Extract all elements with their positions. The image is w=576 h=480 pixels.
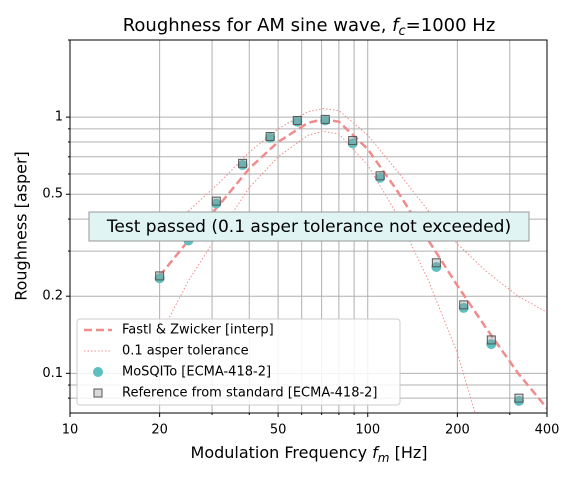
label-part: f: [372, 443, 380, 462]
plot-area: [154, 108, 547, 413]
reference-point: [486, 335, 496, 345]
axes-frame: [69, 39, 548, 414]
label-part: m: [378, 451, 390, 465]
reference-point: [375, 171, 385, 181]
legend-label: Reference from standard [ECMA-418-2]: [122, 386, 378, 401]
mosqito-point: [211, 198, 222, 209]
y-tick-label: 0.5: [42, 187, 63, 202]
title-part: c: [399, 24, 406, 39]
mosqito-point: [154, 273, 165, 284]
legend: Fastl & Zwicker [interp] 0.1 asper tolera…: [76, 318, 401, 406]
legend-handle: [93, 367, 103, 377]
legend-label: MoSQITo [ECMA-418-2]: [122, 365, 271, 380]
x-tick-label: 10: [62, 423, 79, 438]
title-part: f: [392, 15, 401, 36]
x-tick-label: 20: [151, 423, 168, 438]
reference-point: [431, 258, 441, 268]
legend-label: Fastl & Zwicker [interp]: [122, 323, 274, 338]
x-tick-label: 50: [270, 423, 287, 438]
title-part: Roughness for AM sine wave,: [123, 15, 392, 36]
x-tick-label: 400: [535, 423, 560, 438]
reference-point: [265, 132, 275, 142]
reference-point: [514, 393, 524, 403]
mosqito-point: [513, 395, 524, 406]
annotation: Test passed (0.1 asper tolerance not exc…: [106, 217, 511, 237]
legend-handle: [93, 388, 103, 398]
legend-label: 0.1 asper tolerance: [122, 344, 249, 359]
reference-point: [459, 300, 469, 310]
label-part: Modulation Frequency: [191, 443, 373, 462]
x-tick-label: 200: [445, 423, 470, 438]
y-axis-label: Roughness [asper]: [12, 151, 31, 301]
reference-point: [348, 136, 358, 146]
reference-point: [320, 114, 330, 124]
tolerance-upper: [159, 108, 547, 313]
x-axis-label: Modulation Frequency fm [Hz]: [191, 443, 428, 465]
axes: 10 20 50 100 200 400 0.1 0.2 0.5 1: [42, 39, 560, 438]
y-tick-label: 0.1: [42, 366, 63, 381]
annotation-box: [88, 211, 530, 242]
reference-point: [211, 196, 221, 206]
reference-point: [292, 116, 302, 126]
mosqito-point: [347, 138, 358, 149]
reference-point: [238, 158, 248, 168]
y-tick-label: 0.2: [42, 289, 63, 304]
reference-point: [155, 271, 165, 281]
y-tick-label: 1: [55, 110, 63, 125]
chart-title: Roughness for AM sine wave, fc=1000 Hz: [123, 15, 496, 39]
title-part: =1000 Hz: [406, 15, 496, 36]
interp-line: [158, 118, 547, 410]
mosqito-point: [458, 302, 469, 313]
label-part: [Hz]: [389, 443, 427, 462]
legend-box: [76, 318, 401, 406]
x-tick-label: 100: [355, 423, 380, 438]
